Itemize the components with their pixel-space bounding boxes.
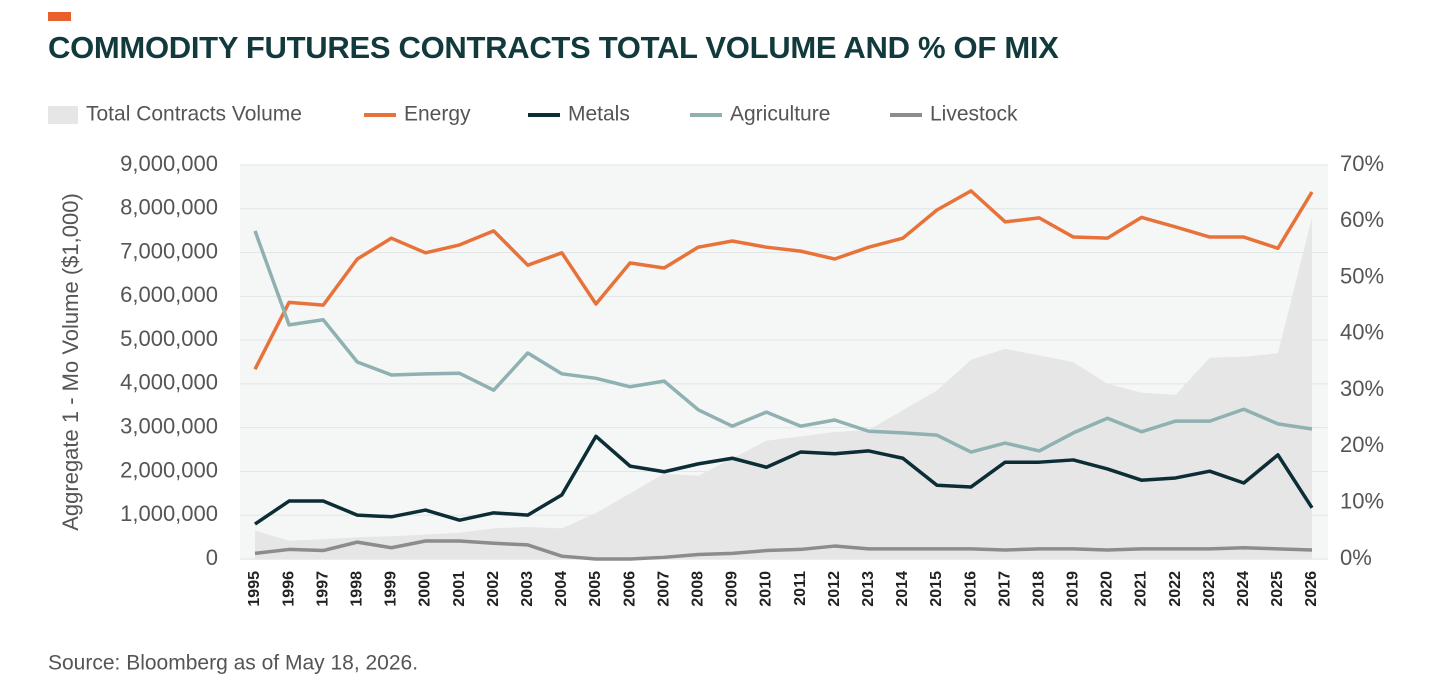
x-tick-label: 2015 [928, 571, 945, 607]
x-tick-label: 2019 [1065, 571, 1082, 607]
y2-tick-label: 0% [1340, 545, 1372, 570]
x-tick-label: 2002 [485, 571, 502, 607]
x-tick-label: 2020 [1099, 571, 1116, 607]
x-tick-label: 2017 [996, 571, 1013, 607]
x-tick-label: 2022 [1167, 571, 1184, 607]
x-tick-label: 2011 [792, 571, 809, 606]
y2-tick-label: 20% [1340, 432, 1384, 457]
x-tick-label: 2012 [826, 571, 843, 607]
x-tick-label: 1998 [349, 571, 366, 607]
x-tick-label: 2013 [860, 571, 877, 607]
legend-label: Energy [404, 103, 471, 126]
x-tick-label: 2014 [894, 571, 911, 607]
y-tick-label: 5,000,000 [120, 326, 218, 351]
plot [253, 189, 1314, 561]
x-tick-label: 2023 [1201, 571, 1218, 607]
x-tick-label: 2001 [451, 571, 468, 607]
y-tick-label: 8,000,000 [120, 195, 218, 220]
y-tick-label: 7,000,000 [120, 238, 218, 263]
area [255, 217, 1312, 560]
x-tick-label: 1997 [314, 571, 331, 607]
legend-label: Total Contracts Volume [86, 103, 302, 126]
y2-tick-label: 10% [1340, 489, 1384, 514]
x-tick-label: 2005 [587, 571, 604, 607]
axes: 0 1,000,000 2,000,000 3,000,000 4,000,000 5,0… [48, 103, 1384, 607]
source-note: Source: Bloomberg as of May 18, 2026. [48, 652, 418, 675]
x-tick-label: 2016 [962, 571, 979, 607]
y2-tick-label: 70% [1340, 151, 1384, 176]
y2-tick-label: 40% [1340, 320, 1384, 345]
y2-tick-label: 30% [1340, 376, 1384, 401]
accent-bar [48, 12, 71, 21]
x-tick-label: 2006 [621, 571, 638, 607]
x-tick-label: 2018 [1030, 571, 1047, 607]
x-tick-label: 2010 [758, 571, 775, 607]
x-tick-label: 2026 [1303, 571, 1320, 607]
chart-title: COMMODITY FUTURES CONTRACTS TOTAL VOLUME… [48, 30, 1059, 65]
x-tick-label: 2009 [724, 571, 741, 607]
x-tick-label: 2003 [519, 571, 536, 607]
legend-label: Livestock [930, 103, 1018, 126]
y2-tick-label: 50% [1340, 263, 1384, 288]
legend-swatch [48, 106, 78, 124]
x-tick-label: 2025 [1269, 571, 1286, 607]
legend-label: Agriculture [730, 103, 830, 126]
y-tick-label: 4,000,000 [120, 370, 218, 395]
x-tick-label: 1995 [246, 571, 263, 607]
y-axis-title: Aggregate 1 - Mo Volume ($1,000) [58, 193, 83, 531]
x-tick-label: 2000 [417, 571, 434, 607]
line [253, 230, 1313, 454]
line [253, 189, 1314, 371]
x-tick-label: 2007 [655, 571, 672, 607]
y-tick-label: 9,000,000 [120, 151, 218, 176]
x-tick-label: 1999 [383, 571, 400, 607]
y-tick-label: 0 [206, 545, 218, 570]
y-tick-label: 6,000,000 [120, 282, 218, 307]
x-tick-label: 2024 [1235, 571, 1252, 607]
x-tick-label: 2021 [1133, 571, 1150, 607]
y-tick-label: 2,000,000 [120, 457, 218, 482]
y-tick-label: 1,000,000 [120, 501, 218, 526]
line [254, 539, 1313, 561]
x-tick-label: 2008 [689, 571, 706, 607]
line [254, 434, 1314, 526]
legend-label: Metals [568, 103, 630, 126]
y-tick-label: 3,000,000 [120, 413, 218, 438]
y2-tick-label: 60% [1340, 207, 1384, 232]
x-tick-label: 2004 [553, 571, 570, 607]
x-tick-label: 1996 [280, 571, 297, 607]
